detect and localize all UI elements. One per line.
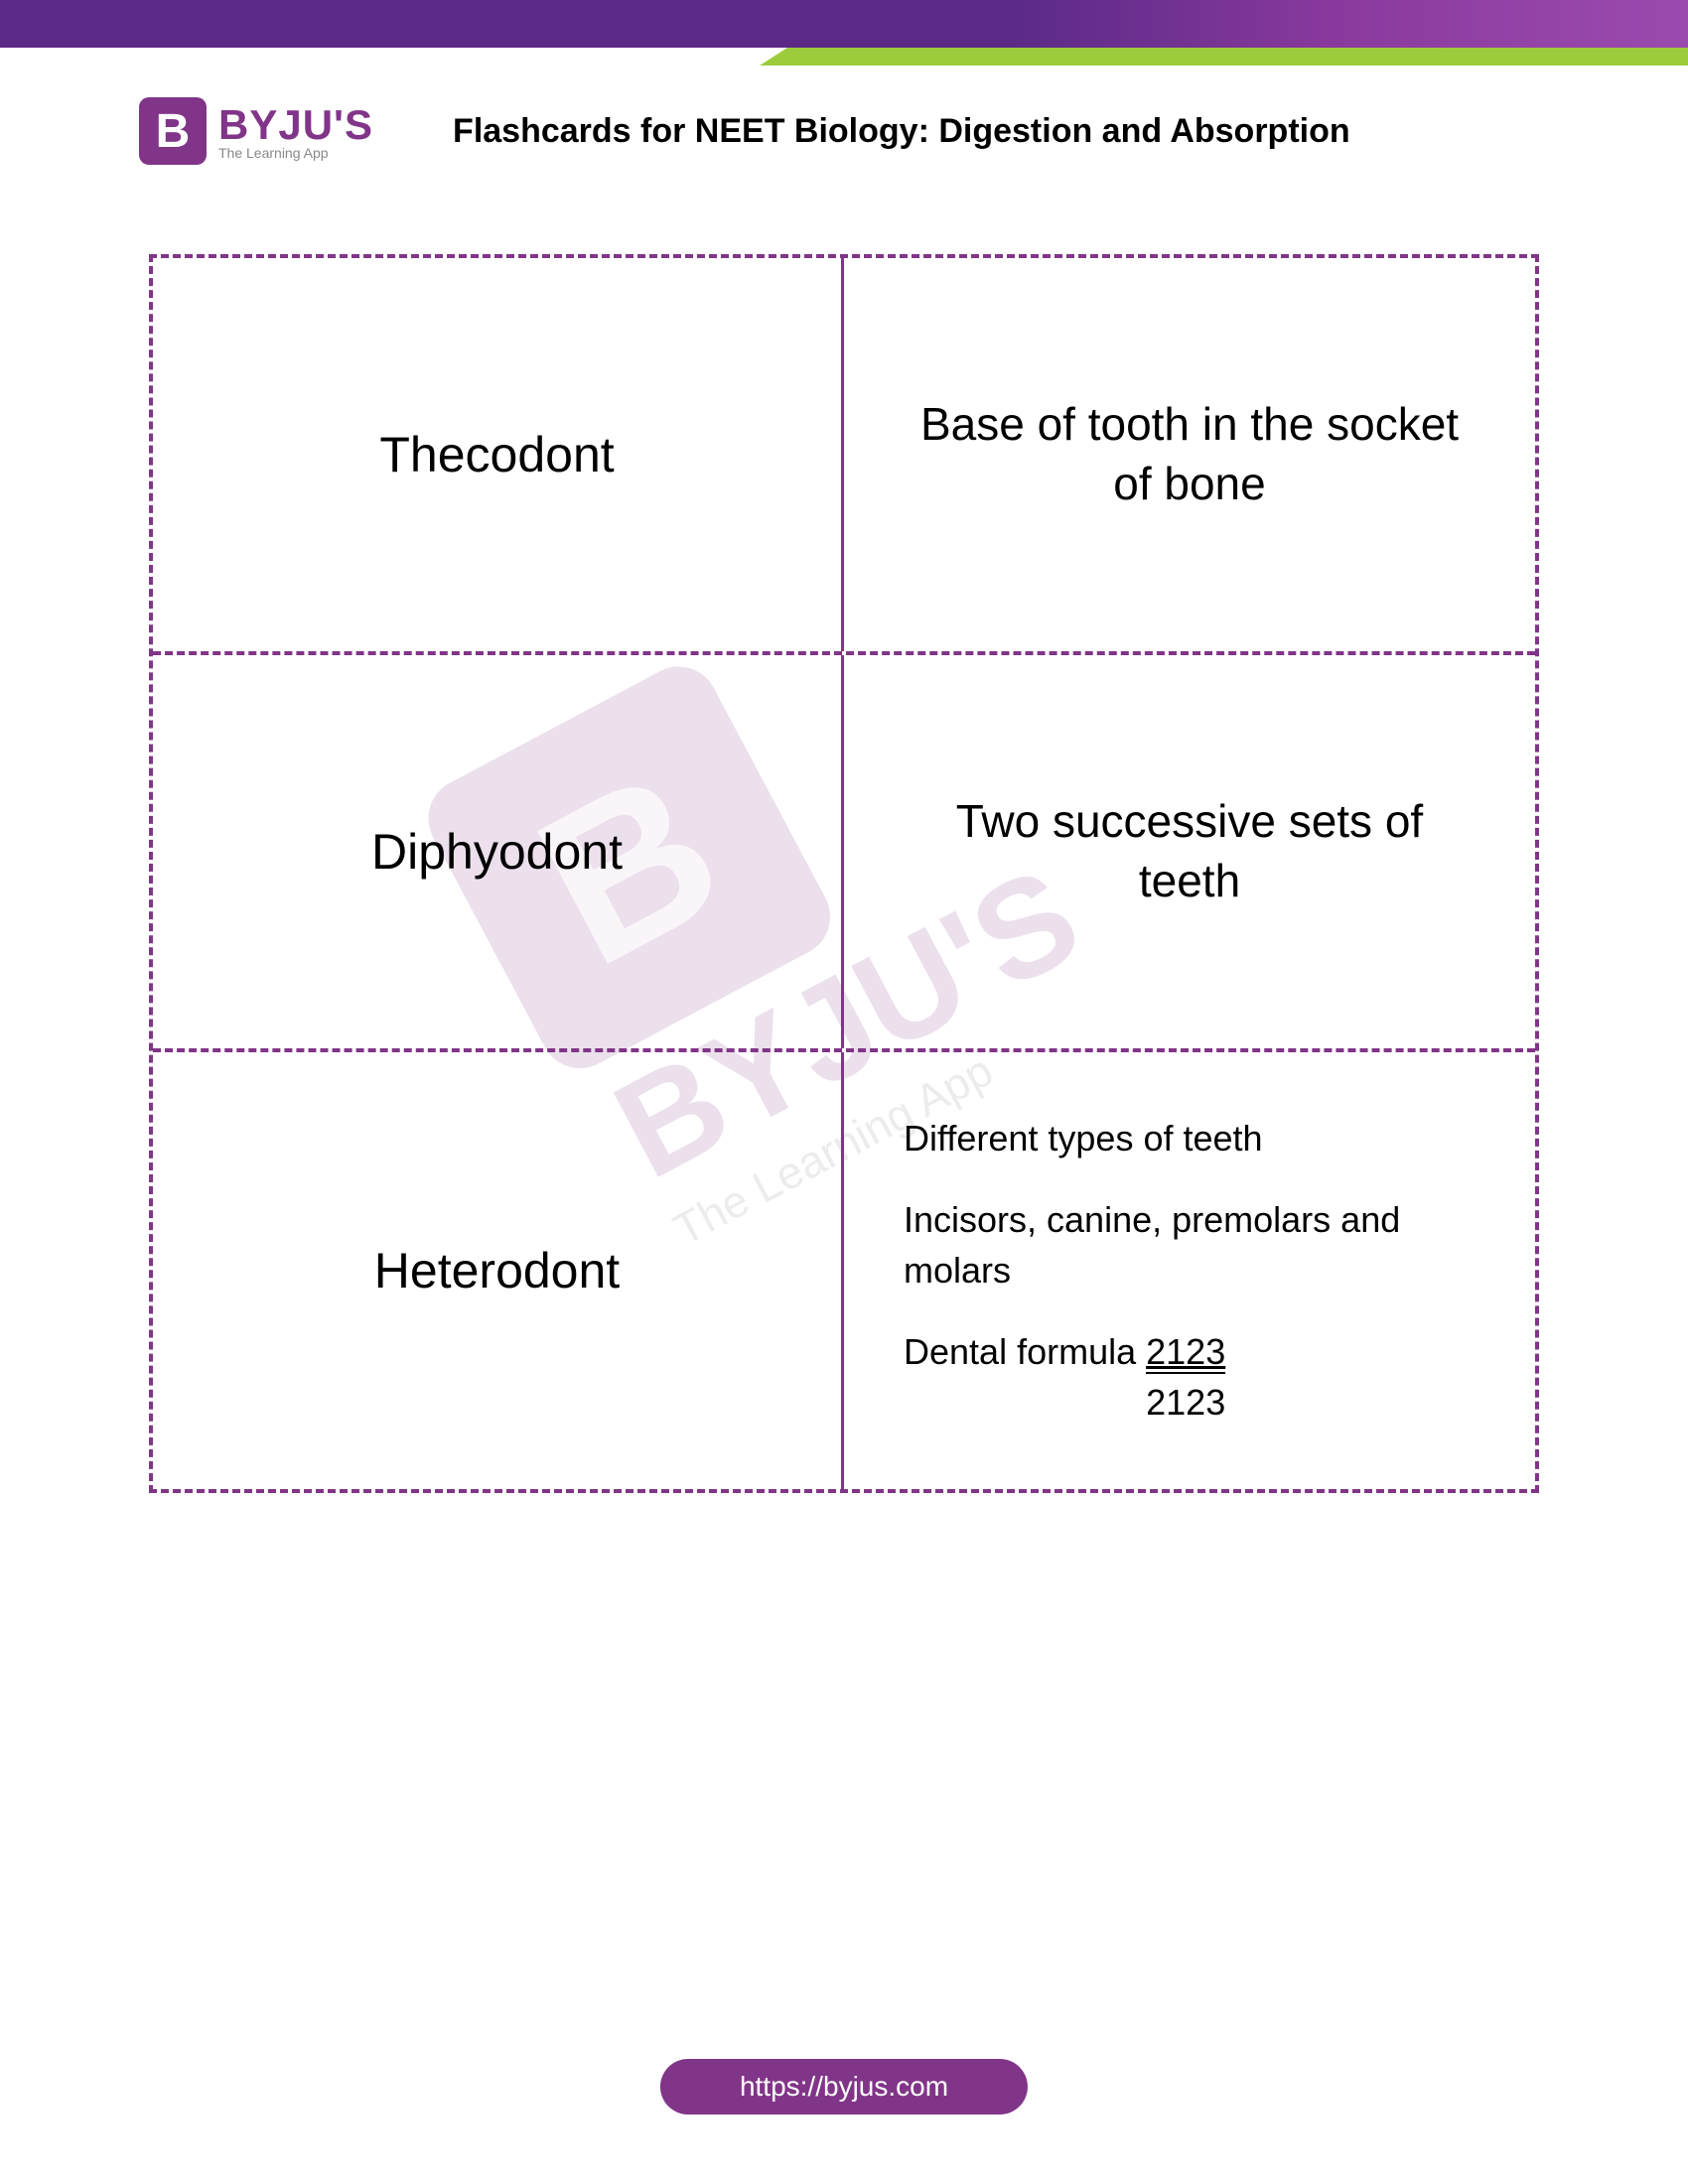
logo-sub-text: The Learning App: [218, 145, 373, 161]
flashcard-term: Heterodont: [374, 1242, 620, 1299]
page-header: BYJU'S The Learning App Flashcards for N…: [0, 48, 1688, 195]
footer-url: https://byjus.com: [740, 2071, 948, 2102]
definition-line: Different types of teeth: [904, 1114, 1476, 1163]
logo-icon: [139, 97, 207, 165]
dental-formula-line: Dental formula 2123 2123: [904, 1327, 1476, 1428]
page-title: Flashcards for NEET Biology: Digestion a…: [453, 112, 1350, 151]
dental-formula-denominator: 2123: [1146, 1378, 1225, 1428]
footer-url-pill: https://byjus.com: [660, 2059, 1028, 2115]
top-decorative-bar: [0, 0, 1688, 48]
flashcard-definition-multi: Different types of teeth Incisors, canin…: [904, 1114, 1476, 1428]
flashcard-definition-cell: Two successive sets of teeth: [844, 655, 1535, 1048]
dental-formula-label: Dental formula: [904, 1331, 1136, 1372]
flashcard-definition-cell: Different types of teeth Incisors, canin…: [844, 1052, 1535, 1489]
flashcard-definition: Base of tooth in the socket of bone: [904, 395, 1476, 514]
flashcard-term-cell: Thecodont: [153, 258, 844, 651]
flashcard-row: Heterodont Different types of teeth Inci…: [153, 1052, 1535, 1489]
definition-line: Incisors, canine, premolars and molars: [904, 1195, 1476, 1296]
flashcard-definition-cell: Base of tooth in the socket of bone: [844, 258, 1535, 651]
flashcard-definition: Two successive sets of teeth: [904, 792, 1476, 911]
flashcard-term-cell: Diphyodont: [153, 655, 844, 1048]
flashcard-term: Diphyodont: [371, 823, 623, 881]
logo-text: BYJU'S The Learning App: [218, 101, 373, 161]
flashcard-row: Thecodont Base of tooth in the socket of…: [153, 258, 1535, 655]
logo: BYJU'S The Learning App: [139, 97, 373, 165]
flashcard-row: Diphyodont Two successive sets of teeth: [153, 655, 1535, 1052]
flashcard-grid: BYJU'S The Learning App Thecodont Base o…: [149, 254, 1539, 1493]
dental-formula-numerator: 2123: [1146, 1331, 1225, 1374]
flashcard-term-cell: Heterodont: [153, 1052, 844, 1489]
logo-main-text: BYJU'S: [218, 101, 373, 149]
dental-formula: 2123 2123: [1146, 1327, 1225, 1428]
flashcard-term: Thecodont: [379, 426, 614, 483]
